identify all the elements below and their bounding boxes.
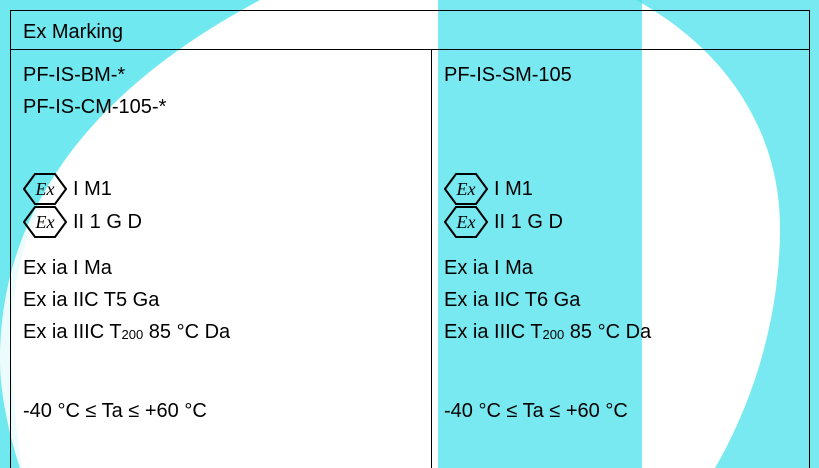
right-iiic-prefix: Ex ia IIIC T — [444, 321, 543, 343]
right-iiic-subscript: 200 — [542, 327, 565, 342]
left-iiic-prefix: Ex ia IIIC T — [23, 321, 122, 343]
left-standard-line-2: Ex ia IIC T5 Ga — [23, 289, 160, 311]
left-column: PF-IS-BM-* PF-IS-CM-105-* Ex I M1 Ex II … — [11, 49, 432, 468]
left-iiic-line: Ex ia IIIC T200 85 °C Da — [23, 320, 230, 347]
right-column: PF-IS-SM-105 Ex I M1 Ex II 1 G D Ex ia I… — [432, 49, 809, 468]
right-standard-line-2: Ex ia IIC T6 Ga — [444, 289, 581, 311]
ex-marking-table: Ex Marking PF-IS-BM-* PF-IS-CM-105-* Ex … — [10, 10, 810, 468]
left-model-line-1: PF-IS-BM-* — [23, 64, 126, 86]
table-body-row: PF-IS-BM-* PF-IS-CM-105-* Ex I M1 Ex II … — [10, 49, 810, 468]
left-ex-line-1-text: I M1 — [73, 178, 112, 200]
svg-text:Ex: Ex — [35, 179, 55, 199]
right-ex-line-2-text: II 1 G D — [494, 211, 563, 233]
right-standard-line-1: Ex ia I Ma — [444, 257, 533, 279]
left-iiic-suffix: 85 °C Da — [143, 321, 231, 343]
right-temperature-range: -40 °C ≤ Ta ≤ +60 °C — [444, 400, 628, 422]
ex-hexagon-icon: Ex — [444, 206, 488, 238]
left-temperature-range: -40 °C ≤ Ta ≤ +60 °C — [23, 400, 207, 422]
left-ex-line-2-text: II 1 G D — [73, 211, 142, 233]
left-model-line-2: PF-IS-CM-105-* — [23, 96, 167, 118]
left-ex-line-1: Ex I M1 — [23, 173, 112, 205]
right-model-line-1: PF-IS-SM-105 — [444, 64, 572, 86]
right-ex-line-2: Ex II 1 G D — [444, 206, 563, 238]
ex-hexagon-icon: Ex — [23, 206, 67, 238]
right-iiic-line: Ex ia IIIC T200 85 °C Da — [444, 320, 651, 347]
svg-text:Ex: Ex — [35, 212, 55, 232]
right-iiic-suffix: 85 °C Da — [564, 321, 652, 343]
svg-text:Ex: Ex — [456, 212, 476, 232]
ex-hexagon-icon: Ex — [23, 173, 67, 205]
left-standard-line-1: Ex ia I Ma — [23, 257, 112, 279]
ex-hexagon-icon: Ex — [444, 173, 488, 205]
svg-text:Ex: Ex — [456, 179, 476, 199]
left-ex-line-2: Ex II 1 G D — [23, 206, 142, 238]
table-header-title: Ex Marking — [23, 21, 124, 43]
right-ex-line-1-text: I M1 — [494, 178, 533, 200]
left-iiic-subscript: 200 — [121, 327, 144, 342]
right-ex-line-1: Ex I M1 — [444, 173, 533, 205]
table-header-row: Ex Marking — [10, 10, 810, 50]
